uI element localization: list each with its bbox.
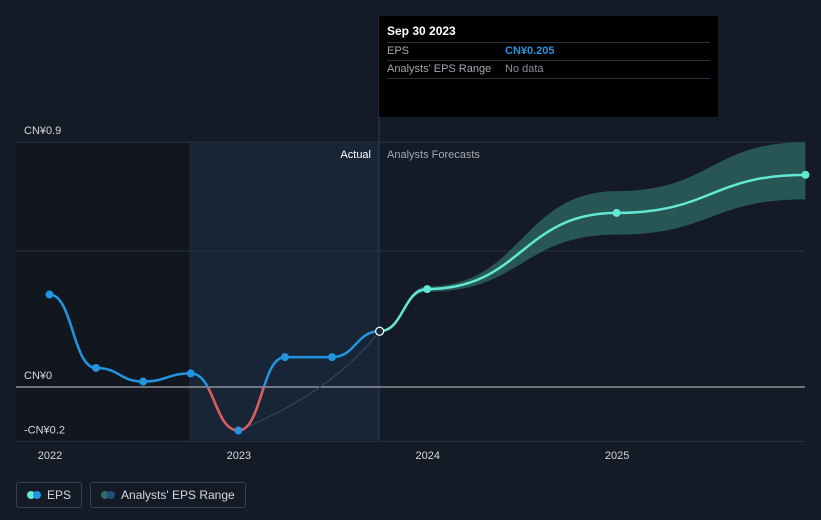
x-tick-label: 2025 xyxy=(605,450,629,462)
eps-point xyxy=(139,377,148,386)
legend-range-button[interactable]: Analysts' EPS Range xyxy=(90,482,246,508)
forecast-point xyxy=(801,170,810,179)
x-tick-label: 2022 xyxy=(38,450,62,462)
forecast-label: Analysts Forecasts xyxy=(387,149,480,161)
forecast-point xyxy=(612,208,621,217)
forecast-line xyxy=(379,173,806,333)
trend-line xyxy=(238,330,381,431)
legend: EPS Analysts' EPS Range xyxy=(16,482,246,508)
eps-point xyxy=(186,369,195,378)
x-tick-label: 2023 xyxy=(227,450,251,462)
tooltip-eps-value: CN¥0.205 xyxy=(505,45,555,57)
legend-eps-button[interactable]: EPS xyxy=(16,482,83,508)
eps-point xyxy=(375,326,385,336)
highlight-band xyxy=(189,143,379,442)
eps-point xyxy=(328,353,337,362)
tooltip-date: Sep 30 2023 xyxy=(387,24,456,38)
eps-point xyxy=(280,353,289,362)
eps-point xyxy=(234,426,243,435)
actual-label: Actual xyxy=(340,149,371,161)
tooltip-row-range: Analysts' EPS Range No data xyxy=(387,60,710,79)
tooltip-range-label: Analysts' EPS Range xyxy=(387,63,492,75)
legend-eps-label: EPS xyxy=(47,488,72,502)
tooltip-row-eps: EPS CN¥0.205 xyxy=(387,42,710,60)
forecast-point xyxy=(423,285,432,294)
range-legend-icon xyxy=(101,491,116,499)
legend-range-label: Analysts' EPS Range xyxy=(121,488,235,502)
y-tick-label: CN¥0.9 xyxy=(24,125,61,137)
past-shade xyxy=(16,143,189,442)
eps-point xyxy=(92,363,101,372)
tooltip: Sep 30 2023 EPS CN¥0.205 Analysts' EPS R… xyxy=(379,16,718,117)
y-tick-label: -CN¥0.2 xyxy=(24,424,65,436)
forecast-range-band xyxy=(379,142,806,332)
eps-legend-icon xyxy=(27,491,41,499)
eps-point xyxy=(45,290,54,299)
x-tick-label: 2024 xyxy=(415,450,439,462)
tooltip-eps-label: EPS xyxy=(387,45,410,57)
y-tick-label: CN¥0 xyxy=(24,370,52,382)
tooltip-range-value: No data xyxy=(505,63,544,75)
